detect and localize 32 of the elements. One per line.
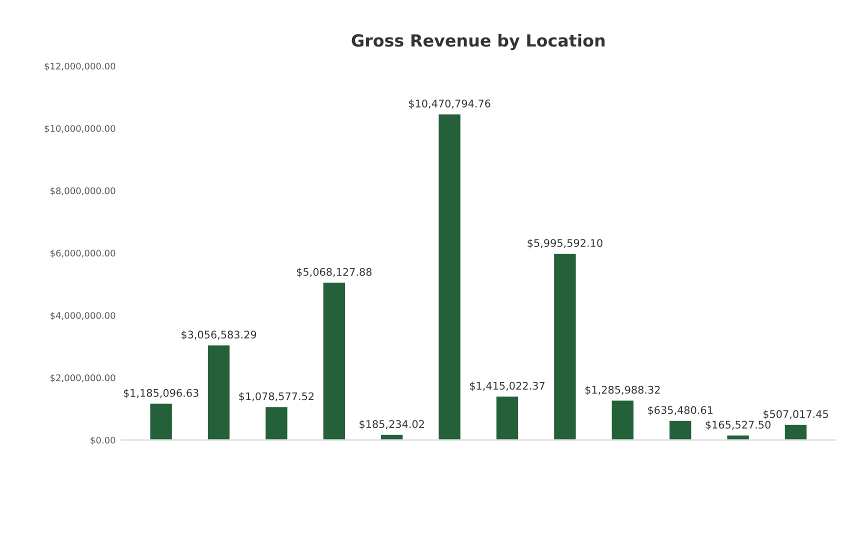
- bar: [668, 420, 693, 440]
- y-tick-label: $6,000,000.00: [50, 250, 116, 258]
- data-label: $635,480.61: [648, 406, 713, 416]
- bar: [380, 434, 404, 440]
- data-label: $165,527.50: [706, 420, 770, 430]
- y-tick-label: $8,000,000.00: [50, 187, 116, 196]
- bar: [726, 434, 750, 440]
- data-label: $507,017.45: [763, 410, 828, 420]
- bar: [322, 281, 346, 440]
- data-label: $1,185,096.63: [124, 388, 198, 398]
- y-tick-label: $4,000,000.00: [50, 312, 116, 320]
- data-label: $3,056,583.29: [182, 330, 256, 340]
- data-label: $1,285,988.32: [585, 386, 660, 396]
- y-tick-label: $12,000,000.00: [44, 62, 116, 71]
- bar: [495, 395, 520, 440]
- bar: [437, 112, 462, 440]
- bar: [784, 424, 808, 440]
- bar: [148, 402, 174, 440]
- data-label: $1,415,022.37: [470, 382, 544, 392]
- bar: [264, 406, 289, 440]
- data-label: $185,234.02: [360, 420, 424, 430]
- bar: [206, 344, 231, 440]
- data-label: $1,078,577.52: [239, 392, 314, 402]
- bar: [552, 252, 578, 440]
- y-tick-label: $10,000,000.00: [44, 124, 116, 134]
- bar: [610, 399, 635, 440]
- data-label: $10,470,794.76: [409, 99, 490, 109]
- y-tick-label: $0.00: [90, 436, 116, 445]
- data-label: $5,995,592.10: [528, 238, 602, 248]
- data-label: $5,068,127.88: [296, 268, 372, 278]
- chart-title: Gross Revenue by Location: [352, 34, 605, 50]
- y-tick-label: $2,000,000.00: [50, 374, 116, 382]
